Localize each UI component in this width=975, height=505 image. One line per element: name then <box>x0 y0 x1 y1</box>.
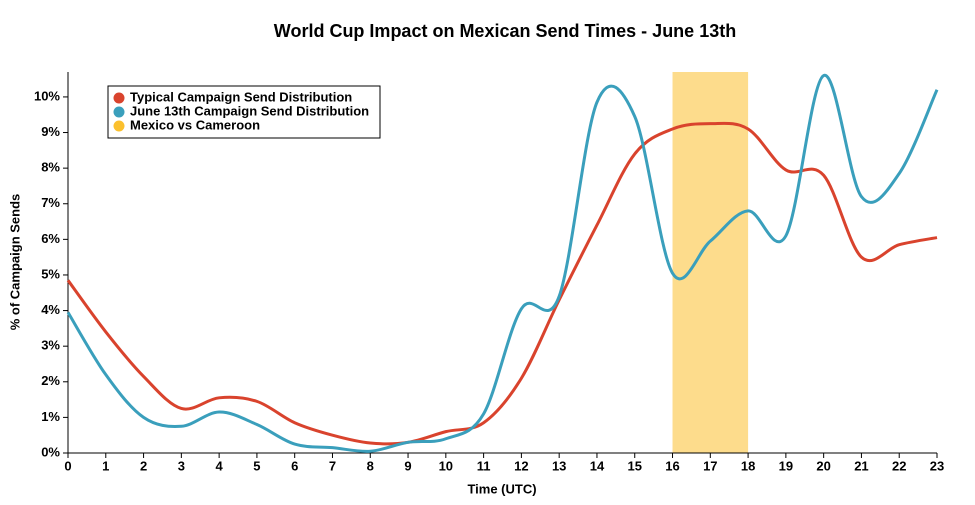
y-tick-label: 3% <box>41 338 60 353</box>
x-tick-label: 23 <box>930 458 944 473</box>
chart-title: World Cup Impact on Mexican Send Times -… <box>274 21 736 41</box>
legend-marker <box>113 120 125 132</box>
x-tick-label: 11 <box>477 458 491 473</box>
y-tick-label: 8% <box>41 160 60 175</box>
x-tick-label: 7 <box>329 458 336 473</box>
x-tick-label: 9 <box>404 458 411 473</box>
legend-label: June 13th Campaign Send Distribution <box>130 103 369 118</box>
legend-marker <box>113 106 125 118</box>
x-tick-label: 13 <box>552 458 566 473</box>
x-tick-label: 14 <box>590 458 605 473</box>
highlight-band <box>672 72 749 453</box>
y-tick-label: 2% <box>41 373 60 388</box>
legend-marker <box>113 92 125 104</box>
series-line <box>66 121 938 446</box>
x-tick-label: 22 <box>892 458 906 473</box>
y-tick-label: 1% <box>41 409 60 424</box>
y-tick-label: 0% <box>41 444 60 459</box>
legend-label: Mexico vs Cameroon <box>130 117 260 132</box>
x-tick-label: 15 <box>628 458 642 473</box>
x-tick-label: 12 <box>514 458 528 473</box>
legend-box <box>107 85 381 139</box>
x-tick-label: 21 <box>854 458 868 473</box>
x-tick-label: 6 <box>291 458 298 473</box>
x-tick-label: 0 <box>64 458 71 473</box>
x-tick-label: 19 <box>779 458 793 473</box>
x-tick-label: 8 <box>367 458 374 473</box>
x-tick-label: 4 <box>216 458 224 473</box>
y-tick-label: 6% <box>41 231 60 246</box>
x-tick-label: 5 <box>253 458 260 473</box>
y-tick-label: 4% <box>41 302 60 317</box>
y-tick-label: 9% <box>41 124 60 139</box>
x-tick-label: 3 <box>178 458 185 473</box>
x-tick-label: 20 <box>816 458 830 473</box>
y-tick-label: 5% <box>41 266 60 281</box>
series-line <box>66 74 939 453</box>
y-tick-label: 10% <box>34 88 60 103</box>
x-tick-label: 2 <box>140 458 147 473</box>
x-tick-label: 18 <box>741 458 755 473</box>
x-tick-label: 10 <box>439 458 453 473</box>
x-axis-label: Time (UTC) <box>467 481 536 496</box>
legend-label: Typical Campaign Send Distribution <box>130 89 352 104</box>
y-axis-label: % of Campaign Sends <box>7 194 22 331</box>
x-tick-label: 17 <box>703 458 717 473</box>
x-tick-label: 1 <box>102 458 109 473</box>
y-tick-label: 7% <box>41 195 60 210</box>
x-tick-label: 16 <box>665 458 679 473</box>
